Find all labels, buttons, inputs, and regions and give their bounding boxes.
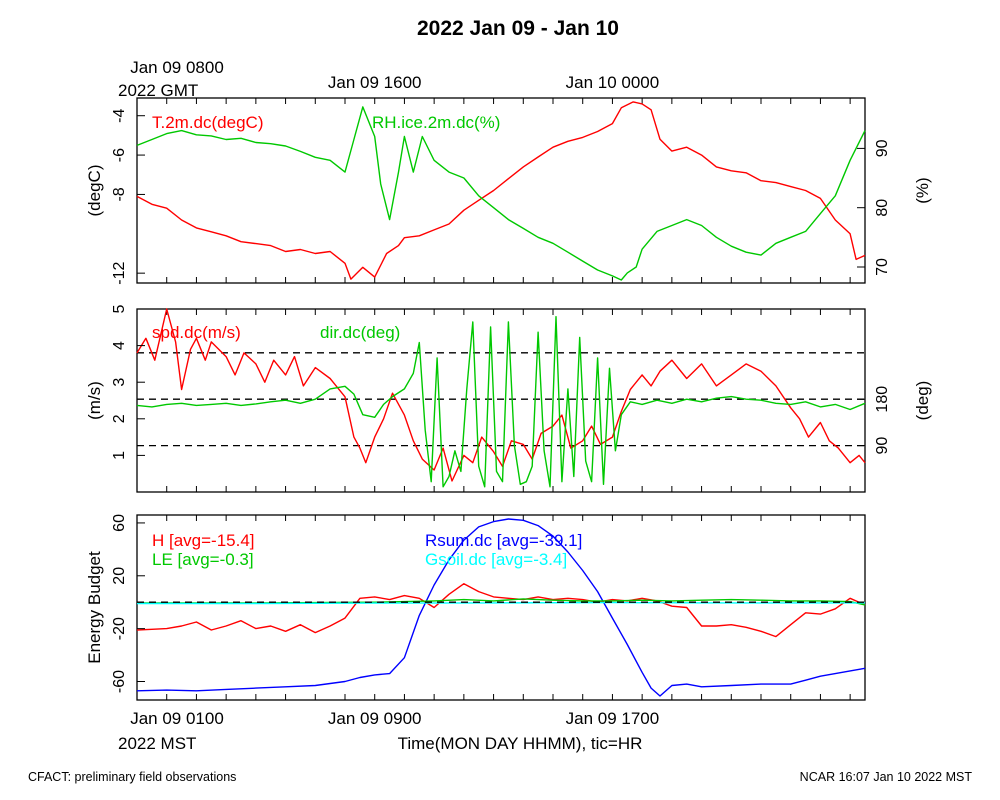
legend-le-avg-0-3: LE [avg=-0.3] <box>152 550 254 569</box>
top-axis-label: Jan 10 0000 <box>566 73 660 92</box>
legend-dir-dc-deg: dir.dc(deg) <box>320 323 400 342</box>
legend-rsum-dc-avg-39-1: Rsum.dc [avg=-39.1] <box>425 531 582 550</box>
y-tick-label-left: -20 <box>111 617 128 640</box>
series-line-rh-ice-2m-dc <box>136 106 866 281</box>
y-tick-label-left: -4 <box>111 109 128 123</box>
series-line-rsum-dc <box>136 518 866 697</box>
y-tick-label-right: 180 <box>874 386 891 413</box>
panel-energy-budget: -60 -20 20 60 Energy Budget H [avg=-15.4]LE [… <box>85 514 866 701</box>
y-axis-title-left: (degC) <box>85 165 104 217</box>
y-tick-label-left: -60 <box>111 670 128 693</box>
panel-temperature-rh: -12 -8 -6 -4 70 80 90 (degC) (%) T.2m.dc(degC) RH.… <box>85 97 932 285</box>
series-line-t-2m-dc-degc <box>136 101 866 280</box>
series-line-dir-dc-deg <box>136 316 866 488</box>
y-tick-label-left: -6 <box>111 148 128 162</box>
series-line-spd-dc-m-s <box>136 308 866 482</box>
x-axis-title: Time(MON DAY HHMM), tic=HR <box>398 734 643 753</box>
chart-title: 2022 Jan 09 - Jan 10 <box>417 17 619 40</box>
x-ticks <box>136 515 851 700</box>
y-tick-label-left: 2 <box>111 414 128 423</box>
y-tick-label-left: -8 <box>111 187 128 201</box>
y-tick-label-right: 90 <box>874 437 891 455</box>
top-axis-label: Jan 09 1600 <box>328 73 422 92</box>
y-tick-label-right: 80 <box>874 199 891 217</box>
top-axis-label: Jan 09 0800 <box>130 58 224 77</box>
bottom-axis-label: Jan 09 0100 <box>130 709 224 728</box>
legend-t-2m-dc-degc: T.2m.dc(degC) <box>152 113 263 132</box>
plot-frame <box>136 308 866 493</box>
series-line-h <box>136 583 866 638</box>
bottom-axis-labels: Jan 09 0100 Jan 09 0900 Jan 09 1700 <box>130 709 659 728</box>
footer-left: CFACT: preliminary field observations <box>28 770 236 784</box>
top-axis-labels: Jan 09 0800 Jan 09 1600 Jan 10 0000 <box>130 58 659 92</box>
bottom-axis-label: Jan 09 1700 <box>566 709 660 728</box>
y-tick-label-right: 70 <box>874 258 891 276</box>
y-tick-label-left: 3 <box>111 378 128 387</box>
bottom-axis-label: Jan 09 0900 <box>328 709 422 728</box>
y-axis-title-right: (deg) <box>913 381 932 421</box>
legend-gsoil-dc-avg-3-4: Gsoil.dc [avg=-3.4] <box>425 550 567 569</box>
legend-spd-dc-m-s: spd.dc(m/s) <box>152 323 241 342</box>
top-axis-suffix: 2022 GMT <box>118 81 198 100</box>
legend-h-avg-15-4: H [avg=-15.4] <box>152 531 255 550</box>
plot-frame <box>136 97 866 284</box>
plot-frame <box>136 514 866 701</box>
y-axis-title-left: Energy Budget <box>85 551 104 664</box>
y-tick-label-left: 20 <box>111 567 128 585</box>
y-axis-title-left: (m/s) <box>85 381 104 420</box>
y-tick-label-left: 1 <box>111 451 128 460</box>
x-ticks <box>136 309 851 492</box>
footer-right: NCAR 16:07 Jan 10 2022 MST <box>800 770 973 784</box>
bottom-axis-suffix: 2022 MST <box>118 734 196 753</box>
y-axis-title-right: (%) <box>913 177 932 203</box>
y-tick-label-left: 4 <box>111 341 128 350</box>
y-tick-label-right: 90 <box>874 139 891 157</box>
panel-wind: 1 2 3 4 5 90 180 (m/s) (deg) spd.dc(m/s) dir.dc(de… <box>85 304 932 493</box>
y-tick-label-left: -12 <box>111 261 128 284</box>
y-tick-label-left: 60 <box>111 514 128 532</box>
y-tick-label-left: 5 <box>111 304 128 313</box>
x-ticks <box>136 98 851 283</box>
legend-rh-ice-2m-dc: RH.ice.2m.dc(%) <box>372 113 500 132</box>
